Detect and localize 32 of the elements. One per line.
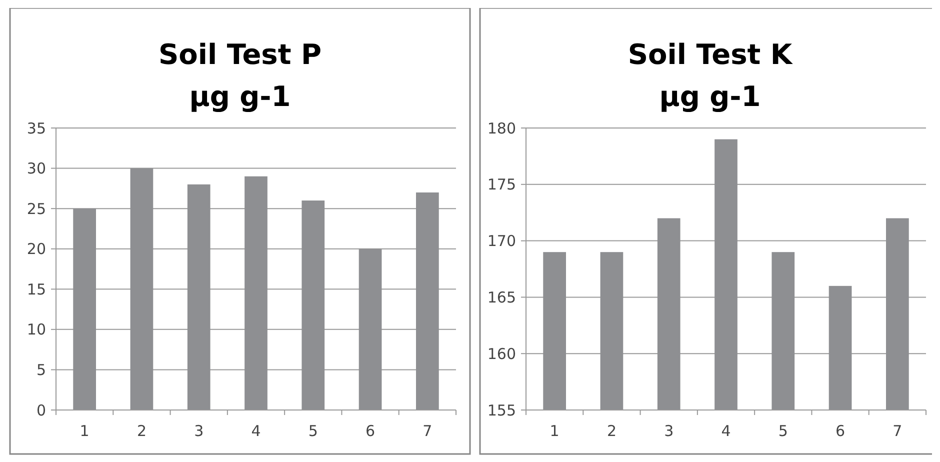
x-tick-label: 7 bbox=[422, 422, 432, 440]
y-tick-label: 165 bbox=[487, 288, 516, 306]
y-tick-label: 170 bbox=[487, 232, 516, 250]
y-tick-label: 5 bbox=[36, 360, 46, 379]
x-tick-label: 7 bbox=[892, 422, 902, 440]
x-tick-label: 3 bbox=[194, 422, 204, 440]
x-tick-label: 6 bbox=[366, 422, 376, 440]
x-tick-label: 5 bbox=[308, 422, 318, 440]
chart-subtitle: µg g-1 bbox=[189, 80, 291, 113]
y-tick-label: 160 bbox=[487, 344, 516, 363]
x-tick-label: 6 bbox=[836, 422, 846, 440]
y-tick-label: 180 bbox=[487, 119, 516, 138]
x-tick-label: 2 bbox=[606, 422, 616, 440]
x-tick-label: 3 bbox=[664, 422, 674, 440]
y-tick-label: 10 bbox=[26, 320, 46, 339]
y-tick-label: 15 bbox=[26, 280, 46, 298]
x-tick-label: 1 bbox=[550, 422, 560, 440]
x-tick-label: 4 bbox=[721, 422, 731, 440]
x-tick-label: 4 bbox=[251, 422, 261, 440]
y-tick-label: 0 bbox=[36, 401, 46, 420]
x-tick-label: 5 bbox=[778, 422, 788, 440]
y-tick-label: 155 bbox=[487, 401, 516, 420]
y-tick-label: 20 bbox=[26, 240, 46, 258]
y-tick-label: 35 bbox=[26, 119, 46, 138]
x-tick-label: 2 bbox=[136, 422, 146, 440]
chart-title: Soil Test K bbox=[628, 38, 794, 71]
x-tick-label: 1 bbox=[80, 422, 90, 440]
chart-title: Soil Test P bbox=[158, 38, 322, 71]
y-tick-label: 175 bbox=[487, 176, 516, 194]
y-tick-label: 25 bbox=[26, 200, 46, 218]
y-tick-label: 30 bbox=[26, 160, 46, 178]
chart-subtitle: µg g-1 bbox=[659, 80, 761, 113]
